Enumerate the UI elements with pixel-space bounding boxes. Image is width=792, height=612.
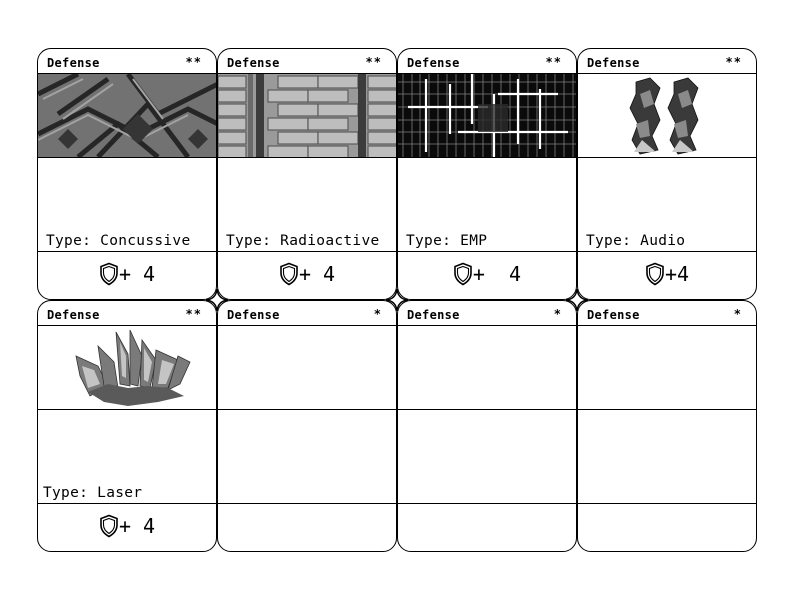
card-divider	[578, 157, 756, 158]
card-rank: *	[373, 307, 382, 321]
card-rank: **	[545, 55, 562, 69]
card-divider	[38, 503, 216, 504]
card-defense-emp[interactable]: Defense ** Type: EMP	[397, 48, 577, 300]
card-divider	[218, 503, 396, 504]
four-point-star-icon	[386, 289, 408, 311]
stat-value: + 4	[118, 262, 156, 286]
card-title: Defense	[227, 308, 280, 322]
speaker-pillars-image	[578, 74, 756, 157]
stat-value: +4	[664, 262, 690, 286]
card-type: Type: Concussive	[46, 233, 191, 249]
card-divider	[578, 409, 756, 410]
card-title: Defense	[587, 56, 640, 70]
card-title: Defense	[47, 56, 100, 70]
card-header: Defense *	[578, 301, 756, 326]
four-point-star-icon	[566, 289, 588, 311]
card-divider	[38, 157, 216, 158]
card-defense-blank[interactable]: Defense *	[397, 300, 577, 552]
shield-icon	[280, 262, 298, 286]
card-rank: *	[553, 307, 562, 321]
card-defense-blank[interactable]: Defense *	[577, 300, 757, 552]
card-type: Type: EMP	[406, 233, 488, 249]
card-divider	[398, 157, 576, 158]
card-divider	[578, 251, 756, 252]
card-type: Type: Radioactive	[226, 233, 380, 249]
card-rank: **	[185, 55, 202, 69]
card-divider	[218, 251, 396, 252]
card-title: Defense	[407, 308, 460, 322]
card-header: Defense **	[38, 49, 216, 74]
card-defense-radioactive[interactable]: Defense **	[217, 48, 397, 300]
card-title: Defense	[47, 308, 100, 322]
card-stat: + 4	[398, 261, 576, 287]
card-rank: *	[733, 307, 742, 321]
card-header: Defense *	[398, 301, 576, 326]
card-defense-blank[interactable]: Defense *	[217, 300, 397, 552]
stat-value: + 4	[472, 262, 522, 286]
card-rank: **	[365, 55, 382, 69]
card-divider	[398, 251, 576, 252]
grate-image	[38, 74, 216, 157]
card-defense-concussive[interactable]: Defense **	[37, 48, 217, 300]
circuit-grid-image	[398, 74, 576, 157]
card-stat: + 4	[38, 513, 216, 539]
card-header: Defense **	[218, 49, 396, 74]
card-divider	[38, 251, 216, 252]
card-header: Defense **	[398, 49, 576, 74]
card-divider	[398, 503, 576, 504]
card-divider	[578, 503, 756, 504]
shield-icon	[646, 262, 664, 286]
shield-icon	[100, 514, 118, 538]
card-title: Defense	[587, 308, 640, 322]
card-header: Defense *	[218, 301, 396, 326]
card-type: Type: Audio	[586, 233, 686, 249]
shield-icon	[100, 262, 118, 286]
brick-wall-image	[218, 74, 396, 157]
card-divider	[38, 409, 216, 410]
card-rank: **	[185, 307, 202, 321]
shield-icon	[454, 262, 472, 286]
card-divider	[218, 409, 396, 410]
card-title: Defense	[407, 56, 460, 70]
card-header: Defense **	[38, 301, 216, 326]
card-divider	[218, 157, 396, 158]
card-defense-audio[interactable]: Defense **	[577, 48, 757, 300]
four-point-star-icon	[206, 289, 228, 311]
card-defense-laser[interactable]: Defense **	[37, 300, 217, 552]
card-type: Type: Laser	[43, 485, 143, 501]
crystal-spikes-image	[38, 326, 216, 409]
card-stat: +4	[578, 261, 756, 287]
stat-value: + 4	[298, 262, 336, 286]
card-divider	[398, 409, 576, 410]
stat-value: + 4	[118, 514, 156, 538]
card-title: Defense	[227, 56, 280, 70]
card-header: Defense **	[578, 49, 756, 74]
card-stat: + 4	[38, 261, 216, 287]
card-stat: + 4	[218, 261, 396, 287]
card-rank: **	[725, 55, 742, 69]
